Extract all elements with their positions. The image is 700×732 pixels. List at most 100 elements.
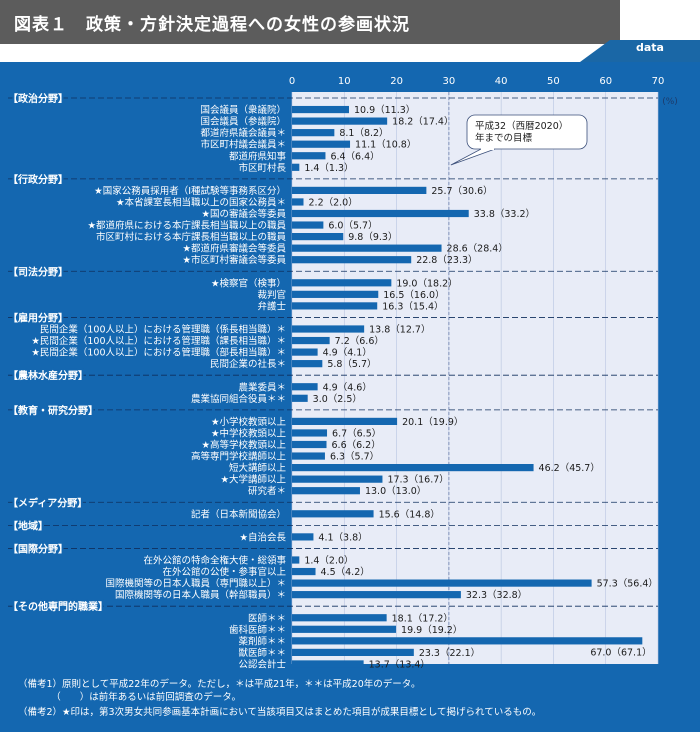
- category-label: 記者（日本新聞協会）: [191, 508, 286, 520]
- x-tick-label: 30: [442, 76, 455, 87]
- value-label: 16.3（15.4）: [382, 300, 443, 312]
- category-label: 短大講師以上: [229, 462, 287, 474]
- value-label: 4.1（3.8）: [318, 531, 367, 543]
- section-label: 【行政分野】: [8, 173, 68, 186]
- bar: [292, 105, 349, 114]
- x-tick-label: 70: [652, 76, 665, 87]
- data-badge: data: [636, 41, 664, 54]
- category-label: ★大学講師以上: [220, 474, 286, 486]
- category-label: 市区町村長: [238, 162, 286, 174]
- value-label: 57.3（56.4）: [597, 578, 658, 590]
- value-label: 17.3（16.7）: [387, 474, 448, 486]
- bar: [292, 302, 378, 310]
- bar: [292, 256, 412, 264]
- bar: [292, 487, 360, 495]
- category-label: ★市区町村審議会等委員: [182, 254, 286, 266]
- x-tick-label: 40: [495, 76, 508, 87]
- category-label: 裁判官: [257, 289, 286, 301]
- category-label: ★中学校教頭以上: [211, 427, 287, 439]
- section-label: 【国際分野】: [8, 542, 68, 555]
- value-label: 19.9（19.2）: [401, 624, 462, 636]
- category-label: ★小学校教頭以上: [211, 416, 287, 428]
- value-label: 4.9（4.6）: [323, 381, 372, 393]
- value-label: 15.6（14.8）: [379, 508, 440, 520]
- category-label: 農業委員＊: [238, 381, 286, 393]
- bar: [292, 625, 397, 633]
- bar: [292, 152, 326, 160]
- value-label: 7.2（6.6）: [335, 335, 384, 347]
- value-label: 13.0（13.0）: [365, 485, 426, 497]
- category-label: 国会議員（衆議院）: [200, 104, 286, 116]
- value-label: 5.8（5.7）: [327, 358, 376, 370]
- value-label: 4.9（4.1）: [323, 347, 372, 359]
- bar: [292, 244, 442, 252]
- bar: [292, 591, 461, 599]
- category-label: 国会議員（参議院）: [200, 116, 286, 128]
- annotation-box: [466, 114, 588, 150]
- section-label: 【教育・研究分野】: [8, 404, 98, 417]
- value-label: 13.8（12.7）: [369, 324, 430, 336]
- value-label: 2.2（2.0）: [309, 196, 358, 208]
- bar: [292, 279, 392, 287]
- section-label: 【農林水産分野】: [8, 369, 88, 382]
- annotation-text: 年までの目標: [475, 132, 533, 144]
- value-label: 18.1（17.2）: [392, 612, 453, 624]
- x-tick-label: 50: [547, 76, 560, 87]
- bar: [292, 360, 323, 368]
- bar: [292, 394, 308, 402]
- bar: [292, 383, 318, 391]
- category-label: ★高等学校教頭以上: [201, 439, 286, 451]
- section-label: 【その他専門的職業】: [8, 600, 108, 613]
- section-label: 【地域】: [8, 519, 48, 532]
- category-label: 農業協同組合役員＊＊: [191, 393, 286, 405]
- data-tab: [580, 40, 700, 62]
- x-tick-label: 20: [390, 76, 403, 87]
- header: 図表１ 政策・方針決定過程への女性の参画状況 data: [0, 0, 700, 62]
- value-label: 6.3（5.7）: [330, 451, 379, 463]
- annotation-seam: [481, 147, 494, 150]
- bar: [292, 475, 383, 483]
- value-label: 33.8（33.2）: [474, 208, 535, 220]
- category-label: ★都道府県における本庁課長相当職以上の職員: [87, 220, 286, 232]
- bar: [292, 209, 469, 218]
- category-label: ★民間企業（100人以上）における管理職（課長相当職）＊: [31, 335, 286, 347]
- category-label: 都道府県議会議員＊: [200, 127, 286, 139]
- value-label: 10.9（11.3）: [354, 104, 415, 116]
- title-bar: 図表１ 政策・方針決定過程への女性の参画状況: [0, 0, 620, 44]
- bar: [292, 440, 327, 449]
- value-label: 6.6（6.2）: [332, 439, 381, 451]
- category-label: ★検察官（検事）: [211, 277, 286, 289]
- bar: [292, 163, 300, 171]
- category-label: ★民間企業（100人以上）における管理職（部長相当職）＊: [31, 347, 286, 359]
- category-label: 市区町村における本庁課長相当職以上の職員: [96, 231, 287, 243]
- value-label: 19.0（18.2）: [396, 277, 457, 289]
- category-label: ★本省課室長相当職以上の国家公務員＊: [116, 196, 286, 208]
- bar: [292, 129, 335, 137]
- category-label: 国際機関等の日本人職員（専門職以上）＊: [105, 578, 286, 590]
- category-label: ★国の審議会等委員: [201, 208, 286, 220]
- category-label: 民間企業の社長＊: [210, 358, 286, 370]
- bar: [292, 452, 325, 460]
- bar: [292, 614, 387, 622]
- value-label: 11.1（10.8）: [355, 139, 416, 151]
- value-label: 23.3（22.1）: [419, 647, 480, 659]
- value-label: 8.1（8.2）: [339, 127, 388, 139]
- category-label: 公認会計士: [238, 658, 286, 670]
- category-label: 在外公館の公使・参事官以上: [162, 566, 286, 578]
- bar: [292, 510, 374, 518]
- value-label: 22.8（23.3）: [416, 254, 477, 266]
- annotation-text: 平成32（西暦2020）: [475, 120, 568, 132]
- triple-chevron-down-icon: [634, 4, 650, 35]
- category-label: ★自治会長: [239, 531, 286, 543]
- category-label: 国際機関等の日本人職員（幹部職員）＊: [115, 589, 286, 601]
- value-label: 9.8（9.3）: [348, 231, 397, 243]
- category-label: ★国家公務員採用者（Ⅰ種試験等事務系区分）: [94, 185, 286, 197]
- bar: [292, 429, 328, 437]
- category-label: 在外公館の特命全権大使・総領事: [143, 555, 286, 567]
- bar: [292, 348, 318, 356]
- value-label: 13.7（13.4）: [369, 658, 430, 670]
- category-label: 歯科医師＊＊: [229, 624, 286, 636]
- bar: [292, 336, 330, 345]
- category-label: 高等専門学校講師以上: [191, 451, 287, 463]
- category-label: ★都道府県審議会等委員: [182, 243, 286, 255]
